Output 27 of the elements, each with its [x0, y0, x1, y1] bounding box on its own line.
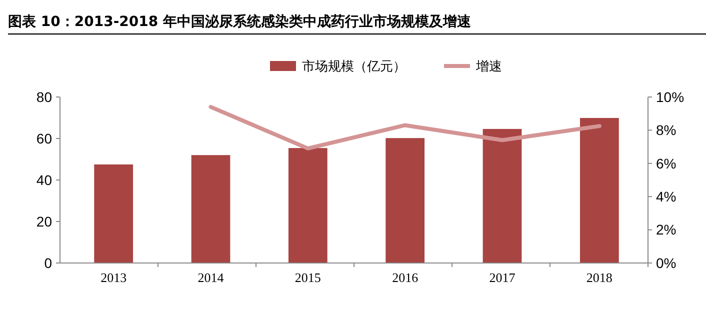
x-tick-label: 2018	[586, 270, 612, 285]
y2-tick-label: 6%	[656, 155, 676, 172]
chart-title: 图表 10：2013-2018 年中国泌尿系统感染类中成药行业市场规模及增速	[8, 13, 472, 30]
bar	[580, 118, 619, 263]
y-tick-label: 80	[36, 88, 52, 105]
y2-tick-label: 2%	[656, 222, 676, 238]
y2-tick-label: 10%	[656, 88, 684, 105]
x-tick-label: 2016	[392, 270, 419, 285]
bar	[288, 148, 328, 263]
line-series	[208, 104, 602, 150]
x-tick-label: 2015	[294, 270, 321, 285]
bar	[482, 128, 522, 263]
bar	[386, 138, 425, 263]
x-tick-label: 2014	[198, 270, 224, 285]
y-tick-label: 20	[36, 213, 52, 230]
y2-tick-label: 0%	[656, 254, 676, 271]
bar	[94, 164, 134, 263]
x-tick-label: 2017	[489, 270, 516, 285]
legend-label: 市场规模（亿元）	[302, 58, 406, 74]
x-tick-label: 2013	[100, 270, 127, 285]
y-tick-label: 60	[36, 130, 52, 146]
y-tick-label: 0	[44, 254, 52, 271]
y2-tick-label: 4%	[656, 188, 676, 204]
y2-tick-label: 8%	[656, 122, 676, 138]
bar	[191, 155, 230, 263]
y-tick-label: 40	[36, 172, 52, 188]
legend-label: 增速	[475, 58, 502, 74]
